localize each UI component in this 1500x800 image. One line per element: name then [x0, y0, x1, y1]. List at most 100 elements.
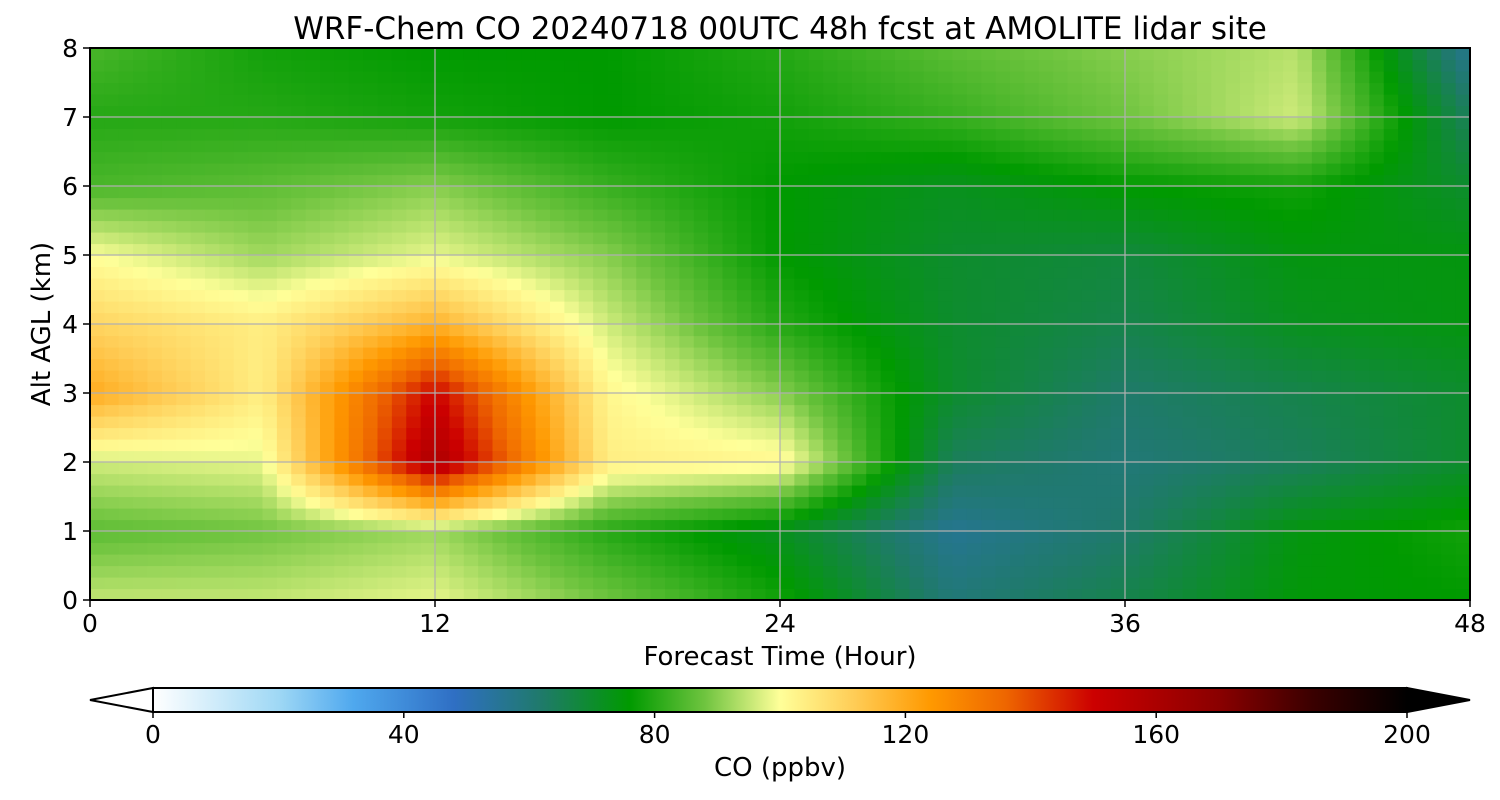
heatmap-cell	[1096, 163, 1112, 176]
heatmap-cell	[751, 496, 767, 509]
heatmap-cell	[205, 266, 220, 279]
heatmap-cell	[722, 197, 738, 210]
heatmap-cell	[995, 565, 1011, 578]
heatmap-cell	[492, 450, 508, 463]
heatmap-cell	[463, 462, 479, 475]
heatmap-cell	[1326, 347, 1342, 360]
heatmap-cell	[708, 450, 724, 463]
heatmap-cell	[506, 71, 522, 84]
heatmap-cell	[794, 439, 810, 452]
heatmap-cell	[1398, 71, 1414, 84]
heatmap-cell	[348, 554, 364, 567]
heatmap-cell	[751, 462, 767, 475]
heatmap-cell	[1455, 117, 1471, 130]
heatmap-cell	[291, 381, 307, 394]
heatmap-cell	[1426, 232, 1442, 245]
heatmap-cell	[607, 232, 623, 245]
heatmap-cell	[1139, 324, 1155, 337]
heatmap-cell	[1283, 496, 1299, 509]
heatmap-cell	[363, 531, 379, 544]
heatmap-cell	[966, 519, 982, 532]
heatmap-cell	[1412, 82, 1428, 95]
heatmap-cell	[521, 439, 537, 452]
heatmap-cell	[923, 266, 939, 279]
heatmap-cell	[880, 485, 896, 498]
heatmap-cell	[104, 94, 120, 107]
heatmap-cell	[1355, 473, 1370, 486]
heatmap-cell	[1340, 128, 1356, 141]
heatmap-cell	[1139, 186, 1155, 199]
heatmap-cell	[751, 554, 767, 567]
heatmap-cell	[506, 94, 522, 107]
heatmap-cell	[463, 439, 479, 452]
heatmap-cell	[305, 485, 321, 498]
heatmap-cell	[1455, 59, 1471, 72]
heatmap-cell	[406, 174, 422, 187]
heatmap-cell	[722, 496, 738, 509]
heatmap-cell	[780, 312, 795, 325]
heatmap-cell	[305, 186, 321, 199]
heatmap-cell	[1268, 462, 1284, 475]
heatmap-cell	[492, 416, 508, 429]
heatmap-cell	[219, 266, 235, 279]
heatmap-cell	[492, 473, 508, 486]
heatmap-cell	[1240, 473, 1255, 486]
heatmap-cell	[550, 312, 565, 325]
heatmap-cell	[506, 48, 522, 61]
heatmap-cell	[1153, 554, 1169, 567]
heatmap-cell	[463, 301, 479, 314]
heatmap-cell	[1168, 151, 1184, 164]
heatmap-cell	[1125, 59, 1140, 72]
heatmap-cell	[506, 335, 522, 348]
heatmap-cell	[794, 266, 810, 279]
heatmap-cell	[320, 508, 335, 521]
heatmap-cell	[463, 519, 479, 532]
heatmap-cell	[895, 450, 910, 463]
heatmap-cell	[1182, 335, 1198, 348]
heatmap-cell	[1398, 48, 1414, 61]
heatmap-cell	[550, 128, 565, 141]
heatmap-cell	[1110, 416, 1126, 429]
heatmap-cell	[478, 347, 494, 360]
heatmap-cell	[693, 588, 709, 601]
heatmap-cell	[722, 278, 738, 291]
heatmap-cell	[377, 347, 393, 360]
heatmap-cell	[118, 508, 134, 521]
heatmap-cell	[1211, 370, 1227, 383]
heatmap-cell	[708, 163, 724, 176]
heatmap-cell	[952, 485, 968, 498]
heatmap-cell	[1081, 301, 1097, 314]
heatmap-cell	[377, 266, 393, 279]
heatmap-cell	[1038, 128, 1054, 141]
heatmap-cell	[420, 485, 436, 498]
heatmap-cell	[895, 324, 910, 337]
heatmap-cell	[334, 427, 350, 440]
heatmap-cell	[636, 174, 652, 187]
heatmap-cell	[118, 140, 134, 153]
heatmap-cell	[808, 197, 824, 210]
heatmap-cell	[1010, 531, 1025, 544]
heatmap-cell	[1441, 335, 1457, 348]
heatmap-cell	[90, 255, 105, 268]
heatmap-cell	[233, 59, 249, 72]
heatmap-cell	[981, 255, 997, 268]
heatmap-cell	[607, 71, 623, 84]
heatmap-cell	[1024, 117, 1040, 130]
heatmap-cell	[952, 531, 968, 544]
heatmap-cell	[90, 462, 105, 475]
heatmap-cell	[650, 370, 666, 383]
heatmap-cell	[665, 163, 680, 176]
heatmap-cell	[406, 324, 422, 337]
heatmap-cell	[1081, 48, 1097, 61]
heatmap-cell	[161, 450, 177, 463]
heatmap-cell	[837, 94, 853, 107]
heatmap-cell	[1326, 588, 1342, 601]
heatmap-cell	[1369, 577, 1385, 590]
heatmap-cell	[938, 301, 954, 314]
heatmap-cell	[665, 197, 680, 210]
heatmap-cell	[1139, 588, 1155, 601]
heatmap-cell	[1038, 554, 1054, 567]
heatmap-cell	[463, 48, 479, 61]
heatmap-cell	[90, 301, 105, 314]
heatmap-cell	[1412, 542, 1428, 555]
